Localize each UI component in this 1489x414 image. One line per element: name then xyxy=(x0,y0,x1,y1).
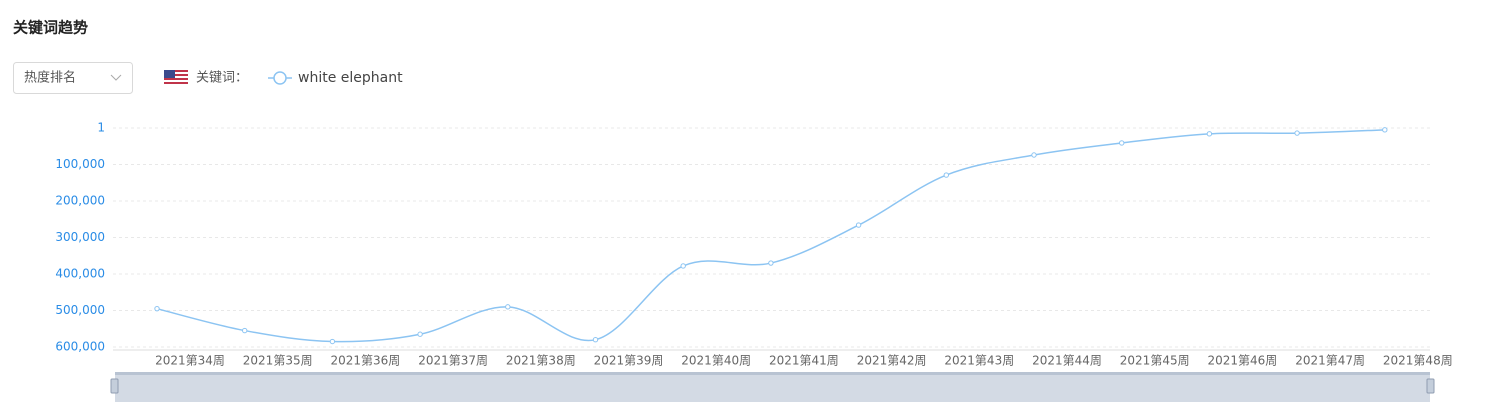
flag-stripe xyxy=(164,74,188,76)
x-tick-label: 2021第34周 xyxy=(155,354,225,368)
point xyxy=(943,172,949,178)
point xyxy=(592,336,599,343)
y-tick-label: 500,000 xyxy=(55,303,105,317)
x-tick-label: 2021第46周 xyxy=(1207,354,1277,368)
section-title: 关键词趋势 xyxy=(13,19,88,37)
point xyxy=(505,304,511,310)
dropdown-arrow[interactable] xyxy=(110,74,122,81)
flag-stripe xyxy=(164,70,188,72)
line xyxy=(156,129,1385,343)
x-tick-label: 2021第39周 xyxy=(594,354,664,368)
y-tick-label: 300,000 xyxy=(55,230,105,244)
point xyxy=(1294,130,1300,136)
zoom-handle[interactable] xyxy=(110,378,119,394)
x-tick-label: 2021第38周 xyxy=(506,354,576,368)
point xyxy=(329,338,336,345)
x-tick-label: 2021第40周 xyxy=(681,354,751,368)
legend-symbol[interactable] xyxy=(273,71,287,85)
keyword-label: 关键词： xyxy=(196,71,248,86)
y-tick-label: 100,000 xyxy=(55,157,105,171)
y-tick-label: 1 xyxy=(97,121,105,135)
point xyxy=(1119,140,1125,146)
x-tick-label: 2021第37周 xyxy=(418,354,488,368)
x-tick-label: 2021第41周 xyxy=(769,354,839,368)
x-tick-label: 2021第42周 xyxy=(857,354,927,368)
point xyxy=(855,222,862,228)
dropdown-box[interactable] xyxy=(13,62,133,94)
point xyxy=(1031,152,1037,158)
point xyxy=(242,327,248,334)
point xyxy=(417,331,423,337)
us-flag xyxy=(164,70,188,86)
y-tick-label: 600,000 xyxy=(55,340,105,354)
flag-canton xyxy=(164,70,175,78)
data-zoom[interactable] xyxy=(110,372,1435,402)
point xyxy=(680,263,686,269)
x-tick-label: 2021第43周 xyxy=(944,354,1014,368)
y-tick-label: 200,000 xyxy=(55,193,105,207)
x-tick-label: 2021第45周 xyxy=(1120,354,1190,368)
flag-stripe xyxy=(164,82,188,84)
flag-stripe xyxy=(164,78,188,80)
dropdown-text[interactable]: 热度排名 xyxy=(24,70,76,86)
x-tick-label: 2021第48周 xyxy=(1383,354,1453,368)
point xyxy=(768,260,774,266)
point xyxy=(1206,131,1213,137)
legend[interactable]: white elephant xyxy=(268,70,403,86)
zoom-handle[interactable] xyxy=(1426,378,1435,394)
dropdown[interactable]: 热度排名 xyxy=(13,62,133,94)
point xyxy=(1382,127,1388,133)
legend-text[interactable]: white elephant xyxy=(298,70,403,86)
point xyxy=(154,305,160,312)
x-tick-label: 2021第44周 xyxy=(1032,354,1102,368)
x-tick-label: 2021第35周 xyxy=(243,354,313,368)
x-tick-label: 2021第36周 xyxy=(330,354,400,368)
x-tick-label: 2021第47周 xyxy=(1295,354,1365,368)
zoom-top xyxy=(115,372,1430,375)
y-tick-label: 400,000 xyxy=(55,266,105,280)
zoom-track[interactable] xyxy=(115,372,1430,402)
